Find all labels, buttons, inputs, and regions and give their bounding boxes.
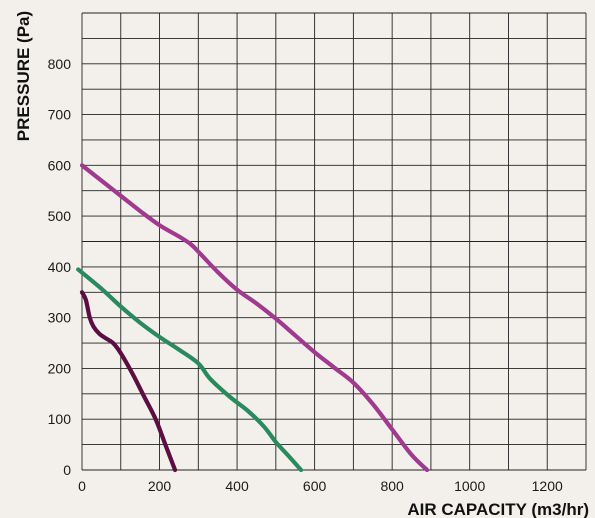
y-tick-label: 500: [48, 208, 72, 224]
y-axis-title: PRESSURE (Pa): [14, 11, 33, 141]
grid: [81, 12, 587, 471]
x-tick-labels: 0 200 400 600 800 1000 1200: [78, 478, 563, 494]
series-line-3: [79, 290, 178, 473]
series-line-1: [79, 163, 430, 473]
series-line-2: [76, 267, 304, 473]
y-tick-label: 100: [48, 411, 72, 427]
x-axis-title: AIR CAPACITY (m3/hr): [407, 500, 589, 518]
y-tick-label: 600: [48, 157, 72, 173]
y-tick-label: 800: [48, 56, 72, 72]
y-tick-label: 200: [48, 360, 72, 376]
y-tick-label: 300: [48, 310, 72, 326]
x-tick-label: 800: [380, 478, 404, 494]
x-tick-label: 600: [303, 478, 327, 494]
y-tick-labels: 0 100 200 300 400 500 600 700 800: [48, 56, 72, 478]
x-tick-label: 1000: [454, 478, 485, 494]
y-tick-label: 700: [48, 107, 72, 123]
series-group: [76, 163, 430, 473]
x-tick-label: 1200: [532, 478, 563, 494]
x-tick-label: 0: [78, 478, 86, 494]
y-tick-label: 0: [63, 462, 71, 478]
y-tick-label: 400: [48, 259, 72, 275]
x-tick-label: 200: [148, 478, 172, 494]
x-tick-label: 400: [225, 478, 249, 494]
